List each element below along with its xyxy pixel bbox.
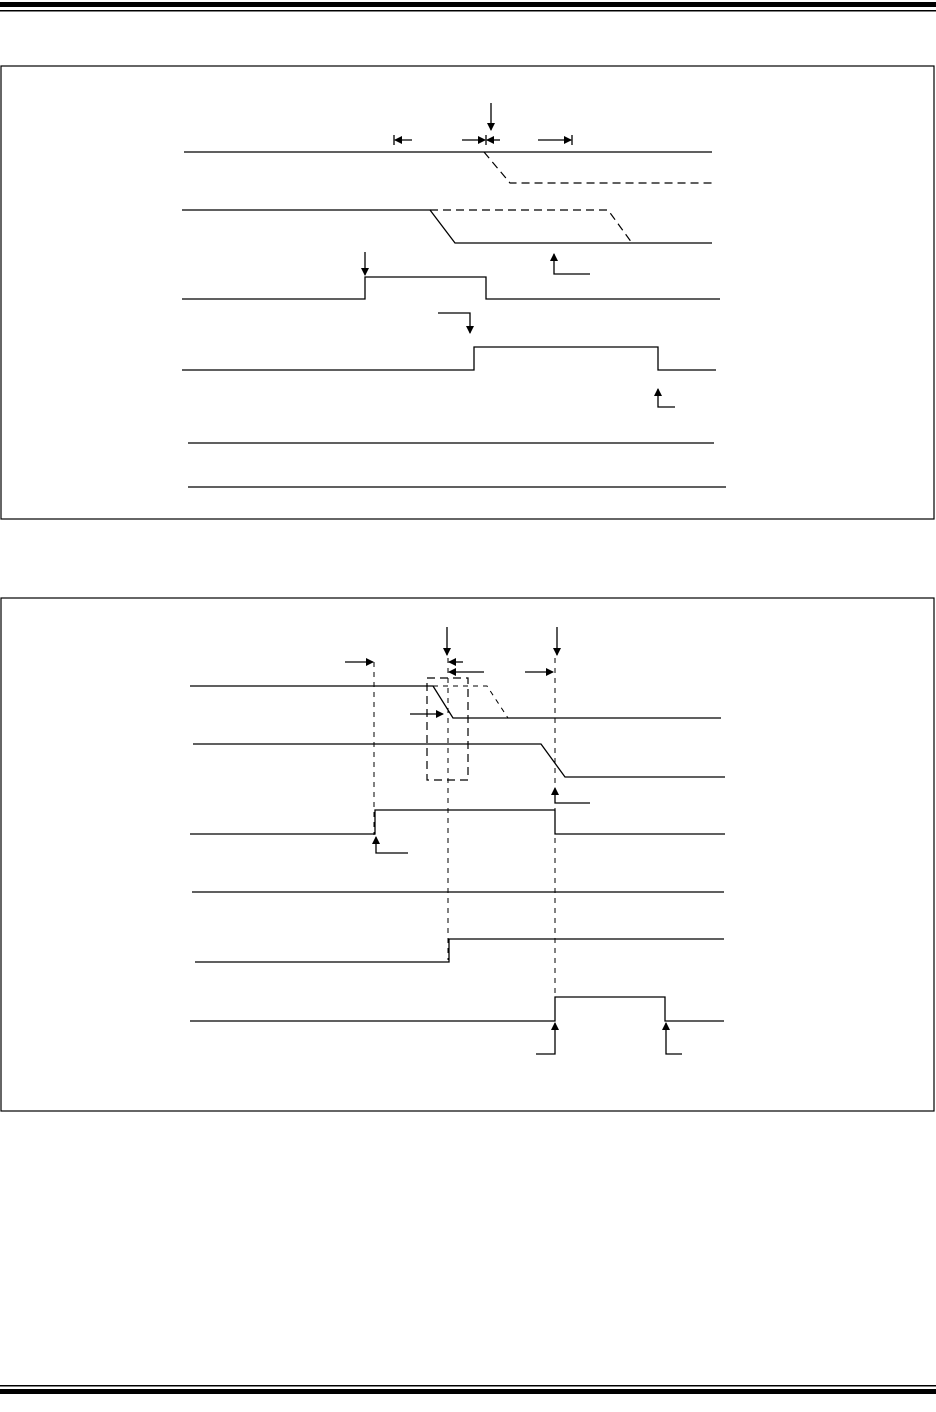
signal-1-alt-waveform xyxy=(433,685,509,719)
signal-1-waveform xyxy=(190,685,721,719)
footer-rule-thick xyxy=(0,1389,936,1394)
signal-2-waveform xyxy=(182,209,712,244)
callout-arrow-down xyxy=(438,312,474,334)
figure-2-frame xyxy=(0,597,935,1112)
dimension-marker-3 xyxy=(538,135,573,145)
signal-5-waveform xyxy=(195,938,724,963)
signal-2-waveform xyxy=(193,743,725,778)
dimension-marker-1 xyxy=(393,135,412,145)
signal-2-alt-waveform xyxy=(430,209,633,244)
footer-rule-thin xyxy=(0,1385,936,1387)
timing-diagram-2 xyxy=(0,597,935,1112)
signal-1-alt-waveform xyxy=(483,151,712,184)
callout-arrow-up xyxy=(654,388,675,408)
dimension-marker-2 xyxy=(462,135,500,145)
callout-arrow-up xyxy=(662,1022,682,1055)
callout-arrow-up xyxy=(550,253,590,275)
signal-3-waveform xyxy=(190,809,725,835)
signal-3-waveform xyxy=(182,276,720,300)
timing-diagram-1 xyxy=(0,65,935,520)
header-rule-thick xyxy=(0,2,936,7)
figure-1-frame xyxy=(0,65,935,520)
callout-arrow-up xyxy=(551,787,590,804)
signal-4-waveform xyxy=(182,346,716,371)
callout-arrow-up xyxy=(372,836,408,854)
uncertainty-window-box xyxy=(426,677,469,781)
header-rule-thin xyxy=(0,10,936,12)
callout-arrow-up xyxy=(536,1022,559,1055)
signal-6-waveform xyxy=(190,996,724,1022)
